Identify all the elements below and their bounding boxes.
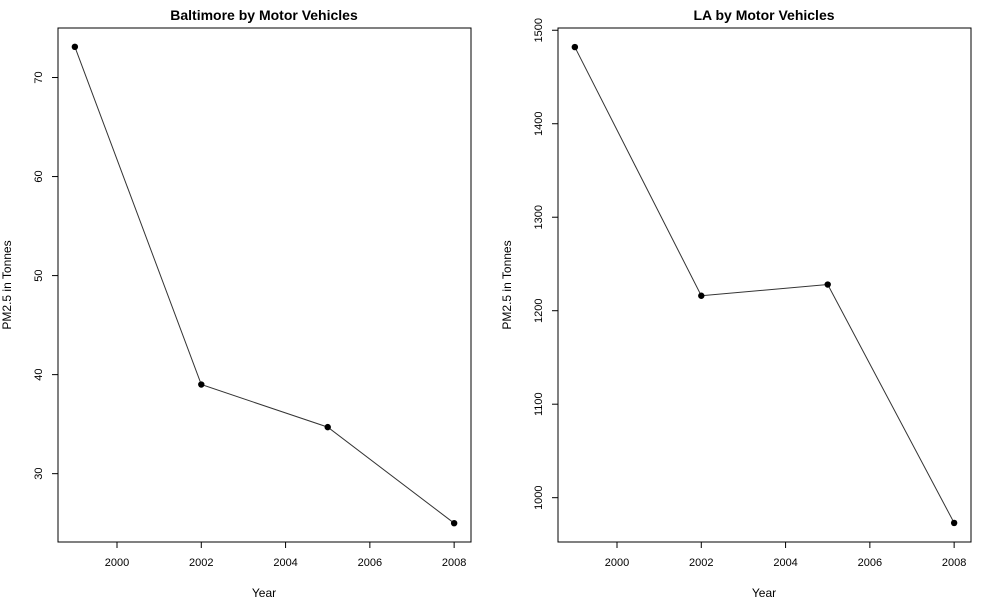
- y-axis-ticks: 1000 1100 1200 1300 1400 1500: [533, 18, 558, 510]
- chart-title: Baltimore by Motor Vehicles: [170, 7, 358, 23]
- y-tick-label: 70: [33, 71, 45, 83]
- x-axis-label: Year: [752, 586, 776, 600]
- x-axis-ticks: 2000 2002 2004 2006 2008: [605, 542, 966, 569]
- chart-title: LA by Motor Vehicles: [693, 7, 834, 23]
- y-axis-label: PM2.5 in Tonnes: [500, 240, 514, 329]
- y-tick-label: 60: [33, 170, 45, 182]
- y-tick-label: 40: [33, 369, 45, 381]
- data-point: [71, 43, 79, 51]
- data-point: [698, 292, 705, 299]
- y-tick-label: 1300: [533, 205, 545, 229]
- x-tick-label: 2008: [442, 557, 466, 569]
- series-points: [571, 43, 958, 527]
- x-tick-label: 2004: [773, 557, 797, 569]
- y-tick-label: 1000: [533, 485, 545, 509]
- x-tick-label: 2006: [858, 557, 882, 569]
- chart-panel-baltimore: Baltimore by Motor Vehicles 2000 2002 2004…: [0, 7, 472, 600]
- y-tick-label: 50: [33, 269, 45, 281]
- plot-frame: [557, 27, 972, 543]
- x-axis-label: Year: [252, 586, 276, 600]
- series-line: [574, 46, 955, 524]
- x-tick-label: 2002: [689, 557, 713, 569]
- y-tick-label: 30: [33, 468, 45, 480]
- x-axis-ticks: 2000 2002 2004 2006 2008: [105, 542, 466, 569]
- x-tick-label: 2004: [273, 557, 297, 569]
- x-tick-label: 2000: [605, 557, 629, 569]
- y-tick-label: 1500: [533, 18, 545, 42]
- y-tick-label: 1200: [533, 298, 545, 322]
- y-tick-label: 1400: [533, 111, 545, 135]
- data-point: [324, 423, 331, 431]
- data-point: [950, 519, 958, 527]
- y-axis-label: PM2.5 in Tonnes: [0, 240, 14, 329]
- x-tick-label: 2002: [189, 557, 213, 569]
- chart-panel-la: LA by Motor Vehicles 2000 2002 2004 2006 200…: [500, 7, 972, 600]
- series-line: [74, 46, 455, 524]
- plot-frame: [57, 27, 472, 543]
- data-point: [450, 519, 458, 527]
- x-tick-label: 2006: [358, 557, 382, 569]
- y-axis-ticks: 30 40 50 60 70: [33, 71, 58, 480]
- data-point: [198, 381, 205, 388]
- data-point: [824, 281, 831, 288]
- x-tick-label: 2000: [105, 557, 129, 569]
- y-tick-label: 1100: [533, 392, 545, 416]
- x-tick-label: 2008: [942, 557, 966, 569]
- data-point: [571, 43, 579, 51]
- series-points: [71, 43, 458, 527]
